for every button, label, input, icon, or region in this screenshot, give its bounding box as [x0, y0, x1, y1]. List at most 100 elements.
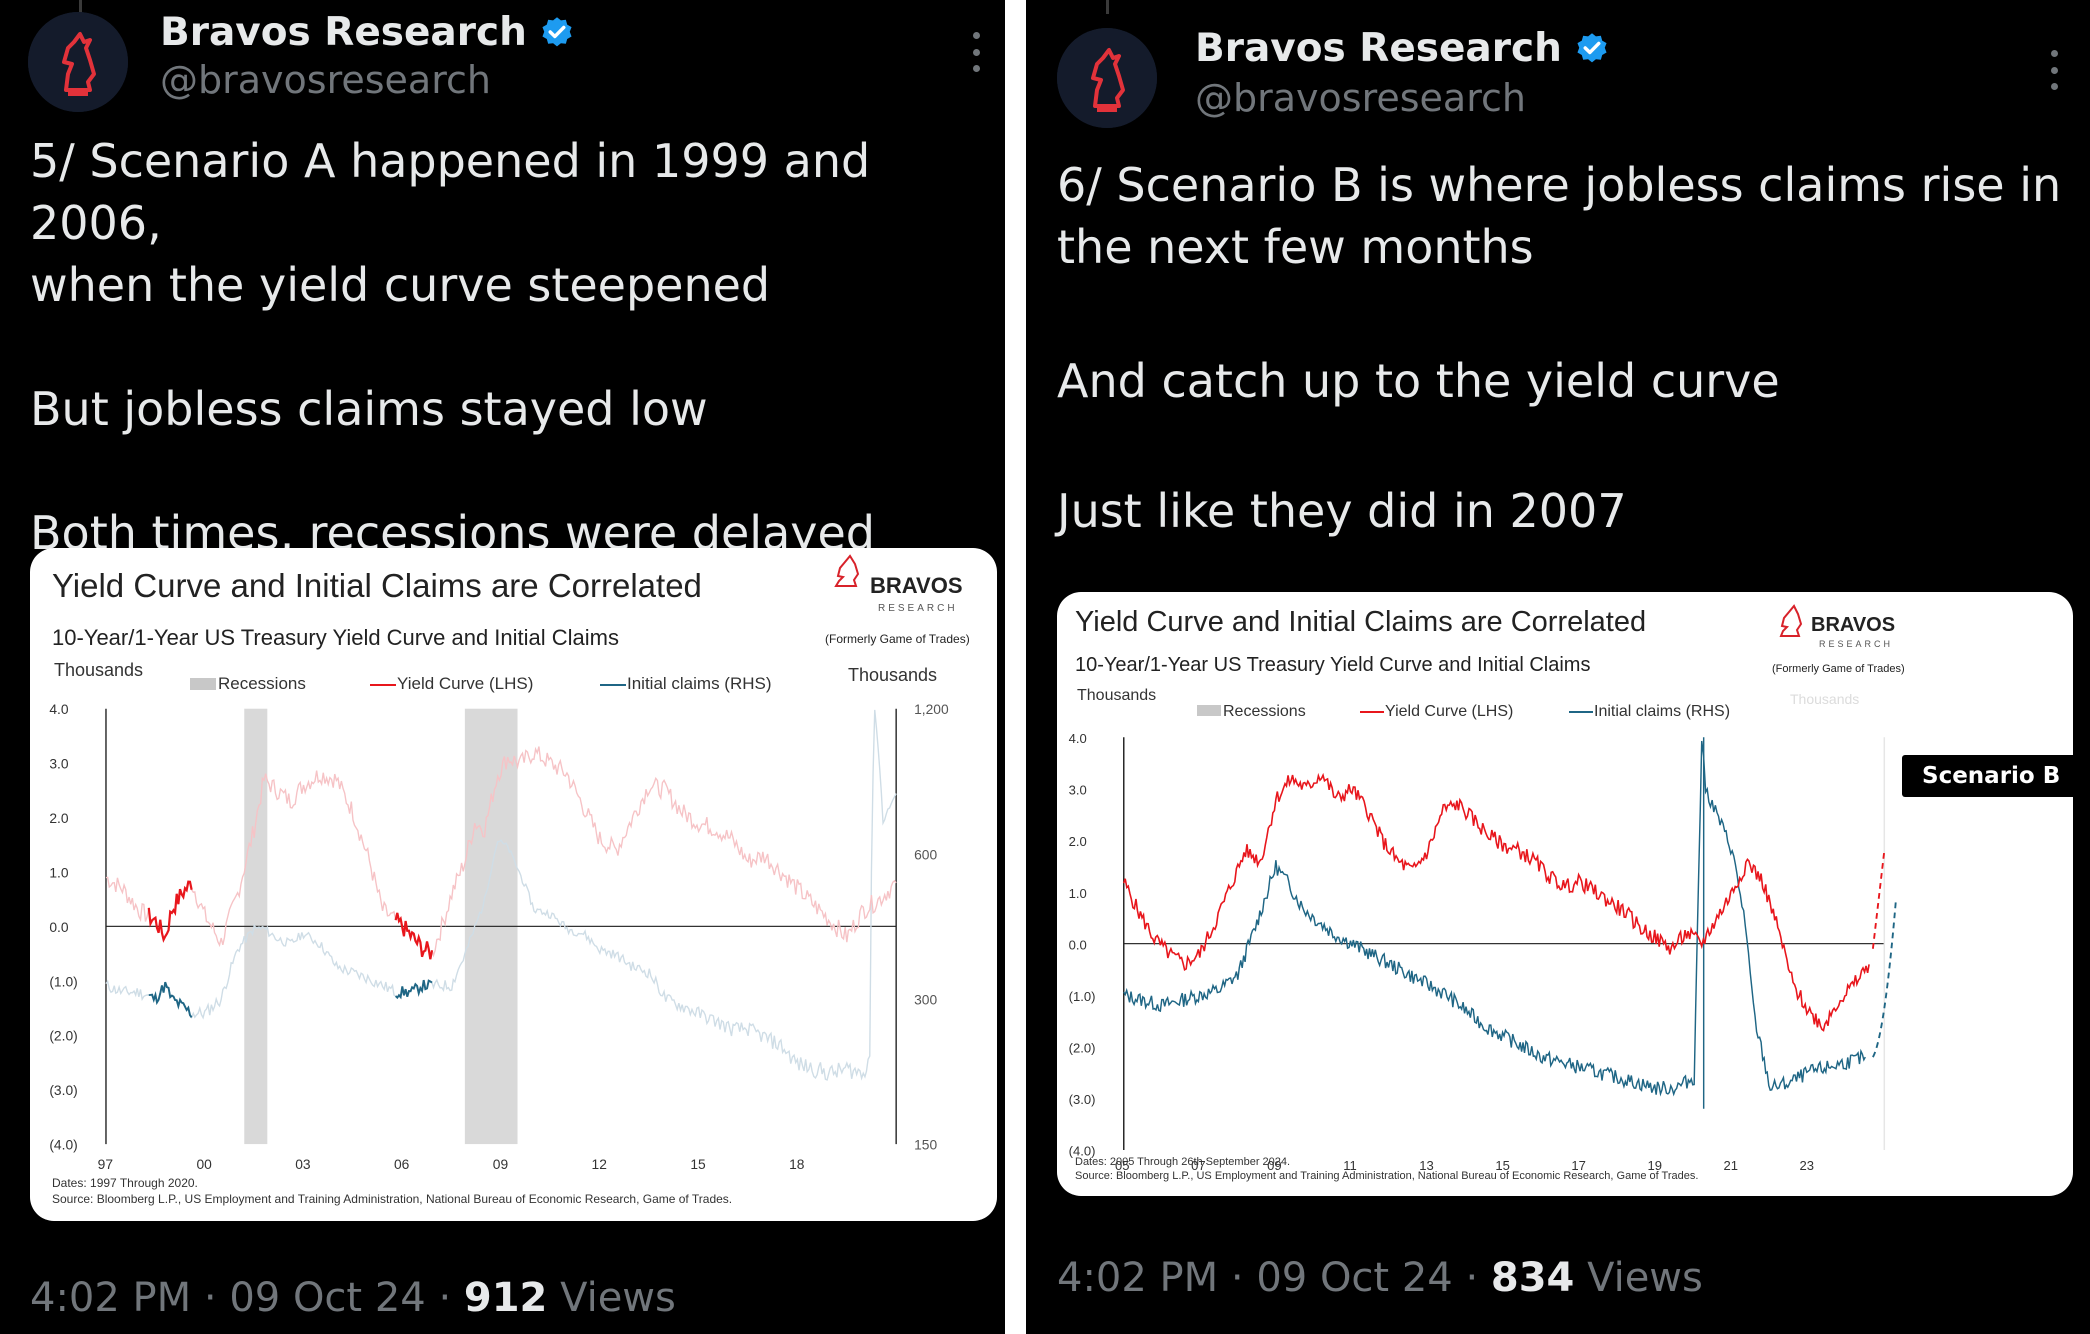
y-left-tick-label: 2.0 [1069, 834, 1087, 849]
brand-name: BRAVOS [1811, 614, 1895, 636]
tweet-text: 6/ Scenario B is where jobless claims ri… [1057, 154, 2077, 542]
y-right-tick-label: 1,200 [914, 702, 949, 717]
x-tick-label: 06 [394, 1157, 410, 1172]
tweet-panel-right: Bravos Research @bravosresearch 6/ Scena… [1026, 0, 2090, 1334]
chart-legend: Recessions Yield Curve (LHS) Initial cla… [190, 674, 772, 693]
meta-separator: · [203, 1275, 230, 1321]
brand-sub: RESEARCH [1819, 639, 1893, 649]
y-right-tick-label: 150 [914, 1138, 937, 1153]
brand-name: BRAVOS [870, 573, 963, 598]
tweet-line: when the yield curve steepened [30, 258, 771, 312]
views-label: Views [1587, 1255, 1703, 1301]
chart-source-note: Source: Bloomberg L.P., US Employment an… [1075, 1170, 1698, 1182]
tweet-text: 5/ Scenario A happened in 1999 and 2006,… [30, 130, 1005, 564]
x-tick-label: 19 [1647, 1158, 1662, 1173]
y-left-tick-label: (2.0) [1069, 1041, 1096, 1056]
views-count: 834 [1490, 1255, 1575, 1301]
author-name-row: Bravos Research [1195, 26, 1610, 71]
tweet-line: And catch up to the yield curve [1057, 354, 1780, 408]
author-name[interactable]: Bravos Research [160, 10, 527, 55]
yield-highlight-line [394, 912, 434, 960]
y-left-tick-label: (2.0) [49, 1029, 77, 1044]
x-tick-label: 15 [1495, 1158, 1510, 1173]
claims-highlight-line [394, 979, 433, 1000]
chart-image-card[interactable]: Yield Curve and Initial Claims are Corre… [1057, 592, 2073, 1196]
y-left-tick-label: (3.0) [49, 1083, 77, 1098]
yield-highlight-line [147, 880, 193, 943]
y-left-tick-label: 1.0 [49, 865, 69, 880]
meta-separator: · [438, 1275, 464, 1321]
yield-projection-line [1871, 850, 1886, 949]
thread-connector [1106, 0, 1109, 14]
legend-label: Recessions [1223, 703, 1306, 720]
plot-area: 4.0 3.0 2.0 1.0 0.0 (1.0) (2.0) (3.0) (4.0) 1,200… [49, 702, 949, 1172]
y-left-tick-label: 0.0 [49, 920, 69, 935]
y-left-tick-label: 3.0 [49, 757, 69, 772]
tweet-date[interactable]: 09 Oct 24 [1256, 1255, 1453, 1301]
avatar[interactable] [1057, 28, 1157, 128]
brand-sub: RESEARCH [878, 603, 958, 614]
claims-series-line [105, 709, 897, 1081]
plot-area: 4.0 3.0 2.0 1.0 0.0 (1.0) (2.0) (3.0) (4.0) 05 07 0… [1069, 731, 1897, 1173]
x-tick-label: 03 [295, 1157, 311, 1172]
y-left-tick-label: 0.0 [1069, 937, 1087, 952]
brand-logo: BRAVOS RESEARCH (Formerly Game of Trades… [1772, 604, 1905, 675]
y-left-tick-label: 3.0 [1069, 783, 1087, 798]
views-label: Views [560, 1275, 676, 1321]
brand-note: (Formerly Game of Trades) [1772, 663, 1905, 675]
author-name[interactable]: Bravos Research [1195, 26, 1562, 71]
x-tick-label: 18 [789, 1157, 805, 1172]
avatar[interactable] [28, 12, 128, 112]
y-left-tick-label: 4.0 [1069, 731, 1087, 746]
claims-projection-line [1872, 902, 1897, 1058]
more-options-icon[interactable] [972, 32, 980, 72]
yield-curve-chart: Yield Curve and Initial Claims are Corre… [49, 554, 970, 1206]
tweet-panel-left: Bravos Research @bravosresearch 5/ Scena… [0, 0, 1005, 1334]
chart-title: Yield Curve and Initial Claims are Corre… [52, 567, 702, 604]
chart-source-note: Source: Bloomberg L.P., US Employment an… [52, 1192, 732, 1206]
tweet-metadata: 4:02 PM · 09 Oct 24 · 912 Views [30, 1275, 676, 1321]
knight-logo-icon [1057, 28, 1157, 128]
y-left-tick-label: (1.0) [1069, 989, 1096, 1004]
x-tick-label: 21 [1723, 1158, 1738, 1173]
tweet-line: the next few months [1057, 220, 1534, 274]
author-handle[interactable]: @bravosresearch [160, 58, 491, 102]
verified-badge-icon [542, 16, 572, 46]
y-left-tick-label: (4.0) [49, 1138, 77, 1153]
x-tick-label: 09 [493, 1157, 508, 1172]
claims-series-line [1123, 740, 1866, 1097]
legend-label: Initial claims (RHS) [627, 674, 772, 693]
x-tick-label: 15 [690, 1157, 706, 1172]
x-tick-label: 05 [1115, 1158, 1130, 1173]
author-handle[interactable]: @bravosresearch [1195, 76, 1526, 120]
knight-logo-icon [28, 12, 128, 112]
y-left-tick-label: (3.0) [1069, 1092, 1096, 1107]
tweet-line: Just like they did in 2007 [1057, 484, 1627, 538]
x-tick-label: 97 [98, 1157, 113, 1172]
chart-subtitle: 10-Year/1-Year US Treasury Yield Curve a… [52, 625, 619, 650]
yield-series-line [1123, 772, 1870, 1032]
left-axis-unit: Thousands [54, 660, 143, 680]
chart-image-card[interactable]: Yield Curve and Initial Claims are Corre… [30, 548, 997, 1221]
tweet-time[interactable]: 4:02 PM [1057, 1255, 1219, 1301]
legend-label: Yield Curve (LHS) [1385, 703, 1513, 720]
legend-label: Initial claims (RHS) [1594, 703, 1730, 720]
more-options-icon[interactable] [2050, 50, 2058, 90]
knight-logo-icon [834, 554, 860, 587]
tweet-date[interactable]: 09 Oct 24 [229, 1275, 426, 1321]
scenario-label: Scenario B [1902, 755, 2081, 797]
tweet-metadata: 4:02 PM · 09 Oct 24 · 834 Views [1057, 1255, 1703, 1301]
x-tick-label: 17 [1571, 1158, 1586, 1173]
plot-inner: 4.0 3.0 2.0 1.0 0.0 (1.0) (2.0) (3.0) (4.0) 1,200… [49, 702, 949, 1172]
yield-series-line [105, 746, 897, 960]
y-left-tick-label: (4.0) [1069, 1144, 1096, 1159]
thread-connector [79, 0, 82, 14]
tweet-time[interactable]: 4:02 PM [30, 1275, 192, 1321]
legend-label: Yield Curve (LHS) [397, 674, 533, 693]
right-axis-unit: Thousands [848, 665, 937, 685]
claims-highlight-line [148, 981, 193, 1019]
legend-label: Recessions [218, 674, 306, 693]
chart-dates-note: Dates: 2005 Through 26th September 2024. [1075, 1156, 1290, 1168]
tweet-line: But jobless claims stayed low [30, 382, 708, 436]
chart-dates-note: Dates: 1997 Through 2020. [52, 1176, 198, 1190]
